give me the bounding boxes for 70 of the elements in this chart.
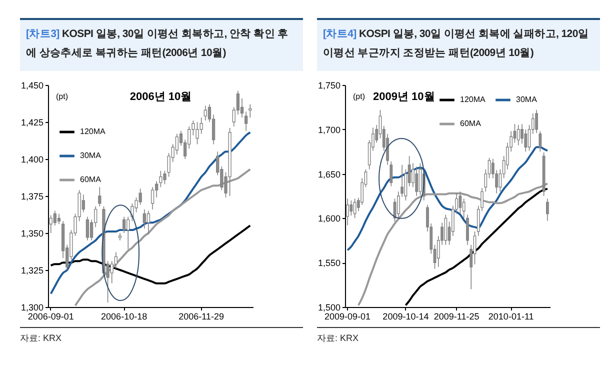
y-tick-label: 1,750 [318,80,340,90]
candlestick [546,198,549,222]
x-tick-label: 2006-11-29 [178,312,224,322]
candlestick [126,216,130,250]
y-axis-title: (pt) [56,92,68,101]
candlestick [350,200,353,216]
x-tick-label: 2009-10-14 [382,312,429,322]
candlestick [538,130,542,152]
annotation: 2006년 10월 [130,91,192,103]
candlestick [516,124,520,146]
legend-label: 30MA [516,95,538,104]
candlestick [346,198,349,226]
x-tick-label: 2010-01-11 [488,312,534,322]
candlestick [444,214,448,246]
candlestick [200,117,203,134]
candlestick [204,105,207,121]
candlestick [110,260,114,284]
candlestick [150,186,154,210]
line-series [74,168,252,307]
y-tick-label: 1,400 [20,154,44,164]
candlestick [248,104,252,118]
x-tick-label: 2009-09-01 [324,312,371,322]
candlestick [98,186,102,207]
candlestick [159,170,162,188]
y-tick-label: 1,350 [20,228,44,238]
y-tick-label: 1,425 [20,118,44,128]
text: 자료: KRX [20,327,303,345]
candlestick [49,214,52,234]
y-tick-label: 1,375 [20,192,44,202]
legend-label: 120MA [80,127,106,136]
legend-label: 60MA [460,119,482,128]
legend-label: 120MA [460,95,486,104]
candlestick [353,198,356,219]
candlestick [146,210,150,235]
legend-label: 60MA [80,175,102,184]
text: 자료: KRX [317,327,600,345]
candlestick [86,216,90,241]
candlestick [138,188,142,206]
y-tick-label: 1,300 [20,302,44,312]
y-axis-title: (pt) [353,92,366,101]
candlestick [240,98,244,118]
legend-label: 30MA [80,151,102,160]
candlestick [466,214,469,246]
x-tick-label: 2006-10-18 [101,312,148,322]
y-tick-label: 1,550 [318,258,340,268]
x-tick-label: 2009-11-25 [434,312,480,322]
annotation: 2009년 10월 [373,91,435,103]
candlestick [130,203,134,222]
candlestick [175,133,179,155]
y-tick-label: 1,325 [20,266,44,276]
candlestick [458,191,462,214]
y-tick-label: 1,650 [318,169,340,180]
y-tick-label: 1,450 [20,80,44,90]
candlestick [57,213,61,225]
candlestick [82,194,85,213]
candlestick [142,208,146,229]
candlestick [462,198,466,219]
candlestick [535,109,538,134]
candlestick [415,166,418,196]
chart-title: [차트4] KOSPI 일봉, 30일 이평선 회복에 실패하고, 120일 이평선 부근까지 조정받는 패턴(2009년 10월) [317,18,600,71]
y-tick-label: 1,700 [318,124,340,135]
candlestick [163,170,166,185]
candlestick [196,122,199,145]
candlestick [244,111,248,132]
x-tick-label: 2006-09-01 [28,312,74,322]
candlestick [122,216,126,234]
y-tick-label: 1,500 [318,302,340,312]
chart-title: [차트3] KOSPI 일봉, 30일 이평선 회복하고, 안착 확인 후에 상승추세로 복귀하는 패턴(2006년 10월) [20,18,303,71]
y-tick-label: 1,600 [318,214,340,224]
candlestick [53,210,56,226]
